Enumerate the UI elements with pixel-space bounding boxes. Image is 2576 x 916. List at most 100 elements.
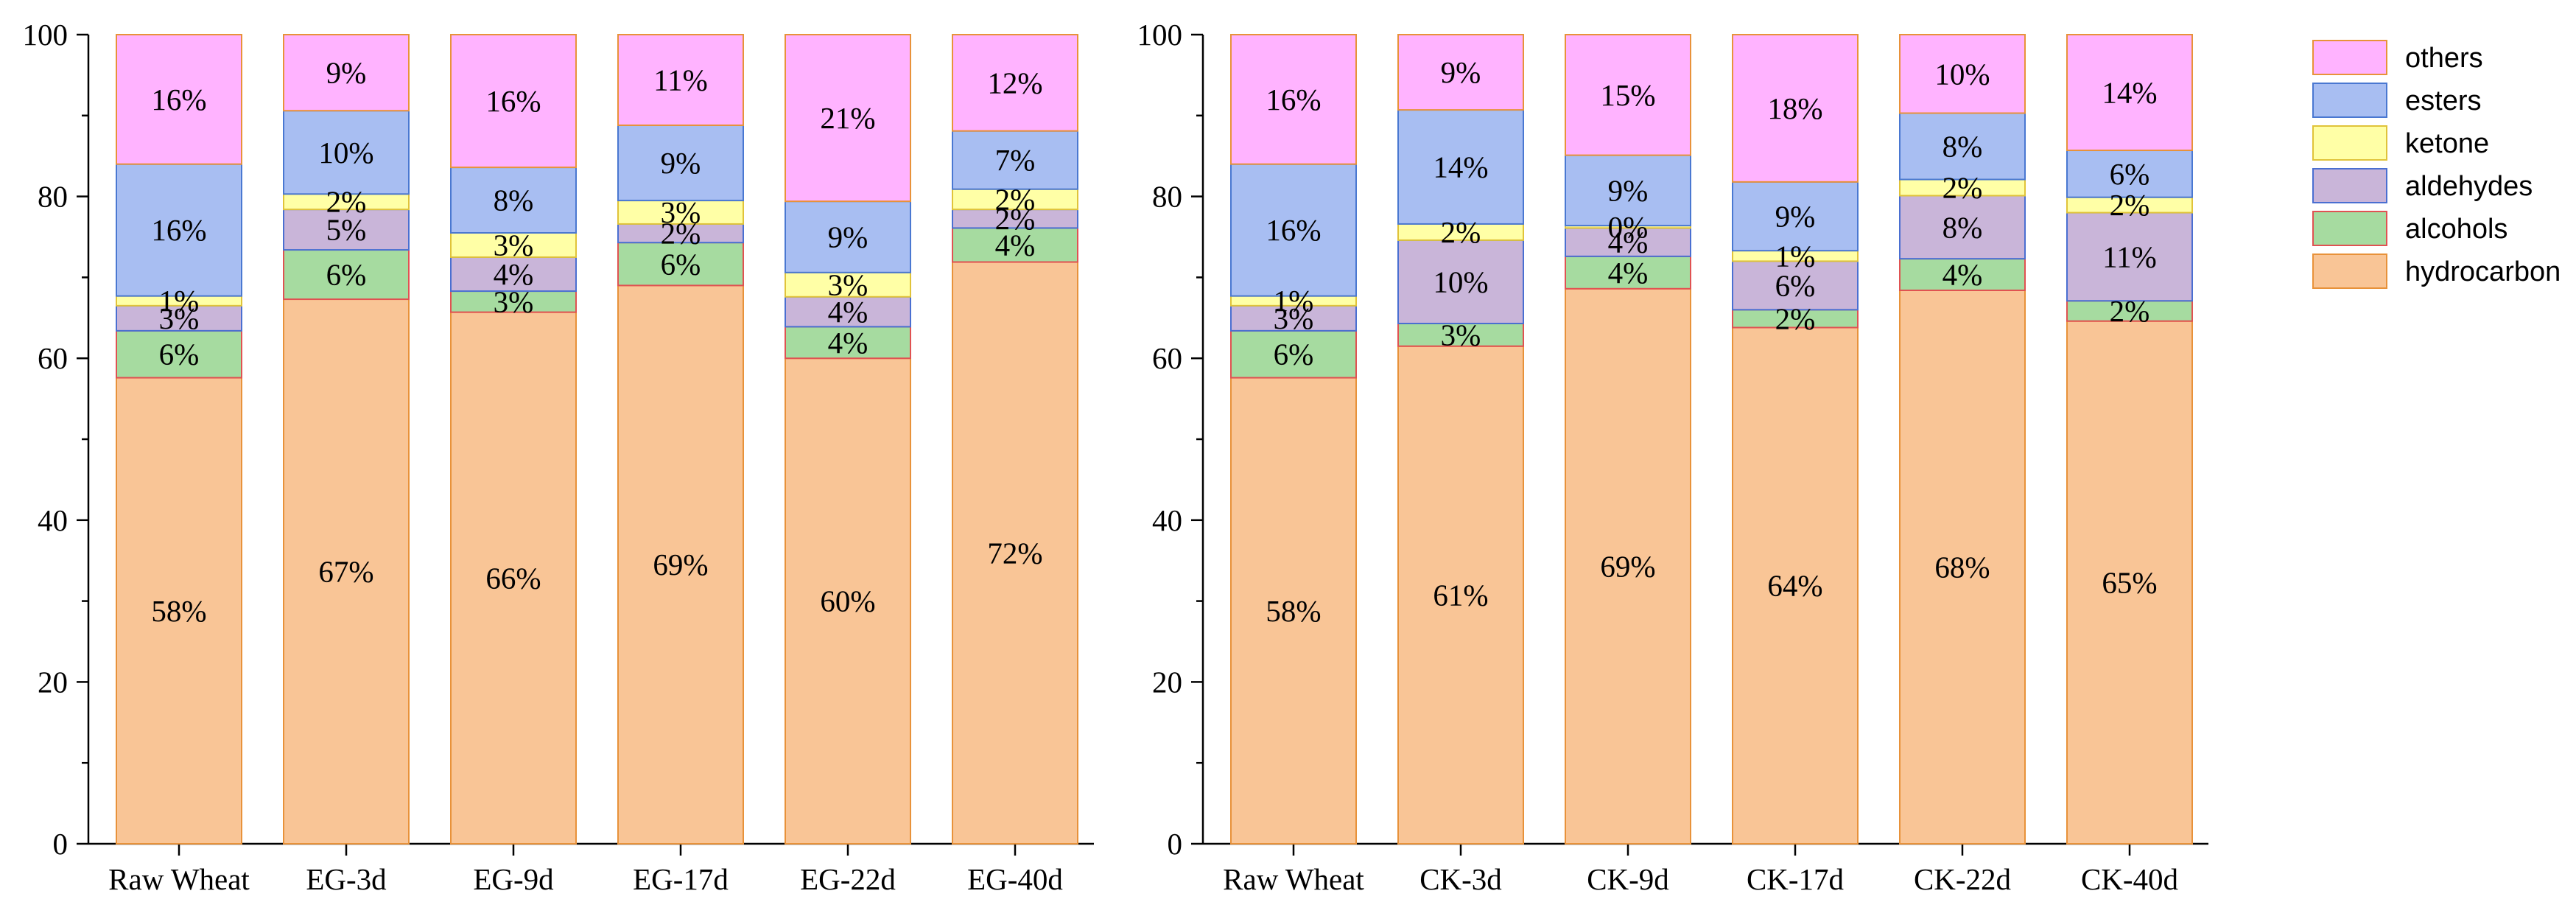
- data-label-others: 15%: [1600, 78, 1655, 112]
- bar-segment-hydrocarbon: [617, 284, 744, 845]
- data-label-ketone: 1%: [1274, 284, 1314, 318]
- bar-segment-aldehydes: [1565, 227, 1691, 257]
- data-label-alcohols: 4%: [995, 228, 1036, 262]
- data-label-hydrocarbon: 66%: [485, 561, 541, 595]
- bar-segment-esters: [1732, 181, 1859, 252]
- data-label-ketone: 2%: [995, 182, 1036, 216]
- data-label-hydrocarbon: 69%: [1600, 549, 1655, 583]
- legend-label-hydrocarbon: hydrocarbon: [2405, 256, 2561, 287]
- bar-segment-alcohols: [283, 249, 410, 301]
- data-label-ketone: 0%: [1608, 210, 1649, 244]
- data-label-alcohols: 6%: [1274, 338, 1314, 371]
- legend-label-ketone: ketone: [2405, 128, 2489, 159]
- bar-segment-ketone: [450, 232, 577, 258]
- data-label-ketone: 1%: [159, 284, 200, 318]
- data-label-others: 16%: [1266, 83, 1321, 116]
- bar-segment-ketone: [617, 200, 744, 225]
- data-label-others: 9%: [1441, 55, 1481, 89]
- legend-swatch-aldehydes: [2312, 168, 2387, 203]
- data-label-aldehydes: 8%: [1942, 210, 1983, 244]
- data-label-alcohols: 6%: [159, 338, 200, 371]
- y-tick-label: 60: [1152, 341, 1182, 375]
- bar-segment-hydrocarbon: [1732, 326, 1859, 845]
- data-label-others: 10%: [1934, 57, 1990, 91]
- bar-segment-alcohols: [116, 329, 242, 379]
- data-label-hydrocarbon: 69%: [653, 548, 708, 581]
- data-label-hydrocarbon: 60%: [820, 584, 875, 618]
- data-label-aldehydes: 4%: [494, 257, 534, 291]
- bar-segment-aldehydes: [785, 296, 911, 328]
- bar-segment-alcohols: [1397, 322, 1524, 347]
- data-label-others: 18%: [1767, 91, 1822, 125]
- bar-segment-esters: [1899, 112, 2026, 181]
- x-tick-label: EG-9d: [473, 862, 553, 896]
- bar-segment-esters: [116, 163, 242, 297]
- data-label-hydrocarbon: 72%: [987, 536, 1042, 570]
- bar-segment-others: [1565, 34, 1691, 156]
- data-label-others: 14%: [2102, 76, 2157, 110]
- bar-segment-esters: [1565, 154, 1691, 227]
- legend-swatch-esters: [2312, 83, 2387, 118]
- bar-segment-ketone: [785, 271, 911, 298]
- y-tick-label: 20: [1152, 665, 1182, 699]
- data-label-esters: 16%: [1266, 213, 1321, 247]
- legend-swatch-hydrocarbon: [2312, 254, 2387, 289]
- data-label-alcohols: 6%: [326, 258, 367, 292]
- legend-label-others: others: [2405, 43, 2483, 74]
- bar-segment-ketone: [952, 188, 1078, 211]
- bar-segment-esters: [2066, 150, 2193, 198]
- data-label-others: 16%: [151, 83, 206, 116]
- bar-segment-others: [1230, 34, 1357, 165]
- data-label-aldehydes: 6%: [1775, 268, 1816, 302]
- data-label-aldehydes: 5%: [326, 213, 367, 247]
- data-label-hydrocarbon: 68%: [1934, 550, 1990, 584]
- data-label-esters: 9%: [1608, 173, 1649, 207]
- y-tick-label: 80: [38, 180, 68, 214]
- legend-label-alcohols: alcohols: [2405, 214, 2507, 245]
- data-label-aldehydes: 4%: [1608, 225, 1649, 259]
- data-label-ketone: 2%: [2110, 188, 2150, 222]
- x-tick-label: CK-9d: [1587, 862, 1669, 896]
- data-label-hydrocarbon: 58%: [1266, 594, 1321, 628]
- bar-segment-others: [617, 34, 744, 126]
- data-label-hydrocarbon: 64%: [1767, 569, 1822, 603]
- bar-segment-alcohols: [2066, 300, 2193, 322]
- data-label-aldehydes: 3%: [159, 301, 200, 335]
- bar-segment-hydrocarbon: [1899, 289, 2026, 845]
- data-label-alcohols: 2%: [1775, 301, 1816, 335]
- x-tick-label: Raw Wheat: [108, 862, 250, 896]
- bar-segment-others: [1899, 34, 2026, 114]
- data-label-others: 12%: [987, 66, 1042, 99]
- data-label-alcohols: 6%: [661, 247, 701, 281]
- data-label-esters: 6%: [2110, 157, 2150, 191]
- y-tick-label: 100: [23, 18, 69, 52]
- x-tick-label: EG-17d: [633, 862, 729, 896]
- bar-segment-esters: [283, 110, 410, 195]
- data-label-ketone: 2%: [1942, 171, 1983, 205]
- data-label-aldehydes: 2%: [995, 202, 1036, 236]
- bar-segment-aldehydes: [952, 209, 1078, 229]
- y-tick-label: 40: [38, 503, 68, 537]
- data-label-aldehydes: 11%: [2102, 240, 2157, 273]
- data-label-aldehydes: 2%: [661, 217, 701, 251]
- bar-segment-aldehydes: [116, 304, 242, 332]
- bar-segment-hydrocarbon: [2066, 320, 2193, 845]
- bar-segment-hydrocarbon: [1397, 345, 1524, 845]
- bar-segment-others: [785, 34, 911, 203]
- data-label-esters: 8%: [1942, 130, 1983, 164]
- data-label-esters: 7%: [995, 143, 1036, 177]
- bar-segment-esters: [1397, 109, 1524, 225]
- bar-segment-esters: [952, 130, 1078, 190]
- bar-segment-alcohols: [952, 227, 1078, 263]
- bar-segment-alcohols: [785, 326, 911, 360]
- bar-segment-aldehydes: [450, 256, 577, 293]
- data-label-esters: 16%: [151, 213, 206, 247]
- data-label-esters: 9%: [661, 146, 701, 180]
- bar-segment-alcohols: [450, 290, 577, 313]
- y-tick-label: 0: [53, 827, 69, 861]
- data-label-aldehydes: 4%: [828, 295, 868, 329]
- data-label-ketone: 2%: [1441, 215, 1481, 249]
